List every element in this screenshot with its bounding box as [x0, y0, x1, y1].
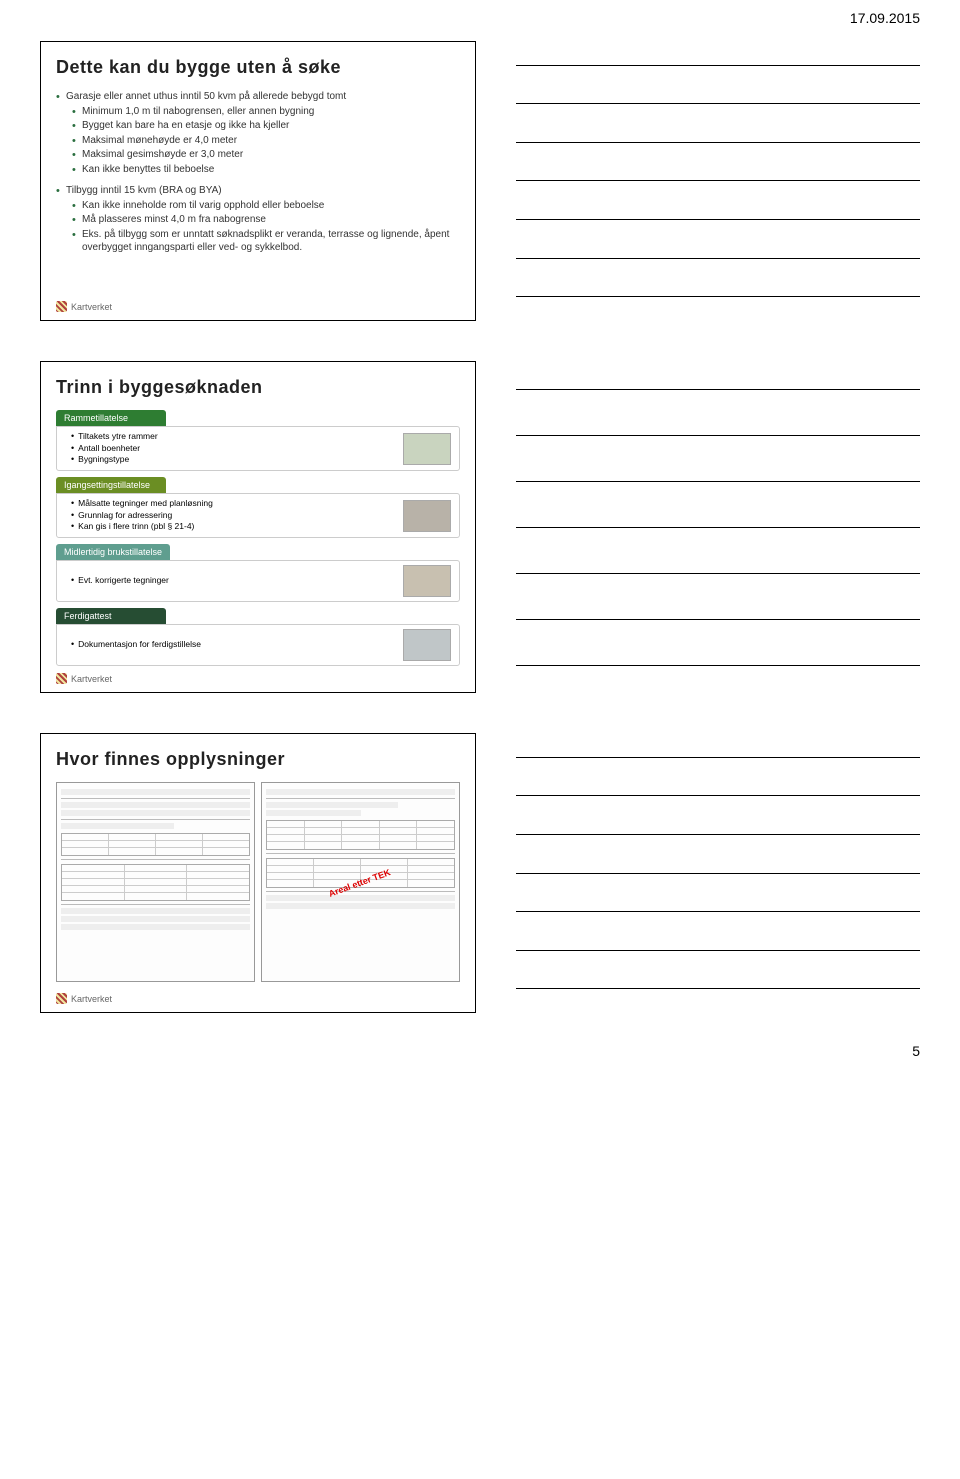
page-number: 5 — [0, 1043, 960, 1069]
note-line — [516, 389, 920, 390]
brand-logo: Kartverket — [56, 993, 112, 1004]
note-line — [516, 219, 920, 220]
logo-icon — [56, 993, 67, 1004]
brand-logo: Kartverket — [56, 673, 112, 684]
note-line — [516, 527, 920, 528]
bullet-item: Bygget kan bare ha en etasje og ikke ha … — [72, 119, 460, 133]
bullet-item: Eks. på tilbygg som er unntatt søknadspl… — [72, 228, 460, 255]
stage-body: Dokumentasjon for ferdigstillelse — [56, 624, 460, 666]
slide-3: Hvor finnes opplysninger — [40, 733, 476, 1013]
note-line — [516, 481, 920, 482]
notes-col-3 — [516, 733, 920, 1013]
slide-2: Trinn i byggesøknaden RammetillatelseTil… — [40, 361, 476, 693]
page-date: 17.09.2015 — [0, 0, 960, 31]
stage: Midlertidig brukstillatelse Evt. korriger… — [56, 544, 460, 602]
bullet-item: Kan ikke benyttes til beboelse — [72, 163, 460, 177]
notes-col-2 — [516, 361, 920, 693]
bullet-item: Minimum 1,0 m til nabogrensen, eller ann… — [72, 105, 460, 119]
note-line — [516, 834, 920, 835]
stage-item: Grunnlag for adressering — [71, 510, 213, 522]
stages-container: RammetillatelseTiltakets ytre rammerAnta… — [56, 410, 460, 666]
note-line — [516, 65, 920, 66]
bullet-item: Kan ikke inneholde rom til varig opphold… — [72, 199, 460, 213]
logo-icon — [56, 301, 67, 312]
bullet-text: Garasje eller annet uthus inntil 50 kvm … — [66, 91, 346, 102]
stage-item: Bygningstype — [71, 454, 158, 466]
stage-head: Midlertidig brukstillatelse — [56, 544, 170, 560]
handout-row-1: Dette kan du bygge uten å søke Garasje e… — [0, 31, 960, 351]
bullet-item: Må plasseres minst 4,0 m fra nabogrense — [72, 213, 460, 227]
note-line — [516, 180, 920, 181]
stage: RammetillatelseTiltakets ytre rammerAnta… — [56, 410, 460, 471]
note-line — [516, 296, 920, 297]
note-line — [516, 665, 920, 666]
stage-item: Kan gis i flere trinn (pbl § 21-4) — [71, 521, 213, 533]
stage: Ferdigattest Dokumentasjon for ferdigstil… — [56, 608, 460, 666]
sub-list-2: Kan ikke inneholde rom til varig opphold… — [66, 199, 460, 255]
stage-item: Antall boenheter — [71, 443, 158, 455]
stage-item: Dokumentasjon for ferdigstillelse — [71, 639, 201, 651]
note-line — [516, 142, 920, 143]
note-line — [516, 950, 920, 951]
stage-body: Evt. korrigerte tegninger — [56, 560, 460, 602]
handout-row-2: Trinn i byggesøknaden RammetillatelseTil… — [0, 351, 960, 723]
stage-thumbnail — [403, 565, 451, 597]
note-line — [516, 795, 920, 796]
logo-text: Kartverket — [71, 674, 112, 684]
note-line — [516, 619, 920, 620]
bullet-text: Tilbygg inntil 15 kvm (BRA og BYA) — [66, 185, 222, 196]
note-line — [516, 103, 920, 104]
slide-2-title: Trinn i byggesøknaden — [56, 377, 460, 398]
slide-3-title: Hvor finnes opplysninger — [56, 749, 460, 770]
stage-head: Rammetillatelse — [56, 410, 166, 426]
logo-text: Kartverket — [71, 994, 112, 1004]
sub-list-1: Minimum 1,0 m til nabogrensen, eller ann… — [66, 105, 460, 177]
note-line — [516, 573, 920, 574]
note-line — [516, 911, 920, 912]
slide-1-content: Garasje eller annet uthus inntil 50 kvm … — [56, 90, 460, 255]
stage-item: Målsatte tegninger med planløsning — [71, 498, 213, 510]
stage-item: Evt. korrigerte tegninger — [71, 575, 169, 587]
note-line — [516, 873, 920, 874]
bullet-item: Maksimal gesimshøyde er 3,0 meter — [72, 148, 460, 162]
stage-thumbnail — [403, 500, 451, 532]
note-line — [516, 435, 920, 436]
form-mock-left — [56, 782, 255, 982]
logo-text: Kartverket — [71, 302, 112, 312]
handout-row-3: Hvor finnes opplysninger — [0, 723, 960, 1043]
stage-body: Tiltakets ytre rammerAntall boenheterByg… — [56, 426, 460, 471]
note-line — [516, 757, 920, 758]
stage-item: Tiltakets ytre rammer — [71, 431, 158, 443]
slide-1: Dette kan du bygge uten å søke Garasje e… — [40, 41, 476, 321]
slide-1-title: Dette kan du bygge uten å søke — [56, 57, 460, 78]
logo-icon — [56, 673, 67, 684]
bullet-lead: Garasje eller annet uthus inntil 50 kvm … — [56, 90, 460, 176]
bullet-lead: Tilbygg inntil 15 kvm (BRA og BYA) Kan i… — [56, 184, 460, 255]
brand-logo: Kartverket — [56, 301, 112, 312]
stage-head: Ferdigattest — [56, 608, 166, 624]
form-mock-right: Areal etter TEK — [261, 782, 460, 982]
note-line — [516, 988, 920, 989]
bullet-item: Maksimal mønehøyde er 4,0 meter — [72, 134, 460, 148]
stage-body: Målsatte tegninger med planløsningGrunnl… — [56, 493, 460, 538]
stage-head: Igangsettingstillatelse — [56, 477, 166, 493]
stage-thumbnail — [403, 629, 451, 661]
note-line — [516, 258, 920, 259]
stage-thumbnail — [403, 433, 451, 465]
stage: IgangsettingstillatelseMålsatte tegninge… — [56, 477, 460, 538]
forms-mock-wrap: Areal etter TEK — [56, 782, 460, 982]
notes-col-1 — [516, 41, 920, 321]
